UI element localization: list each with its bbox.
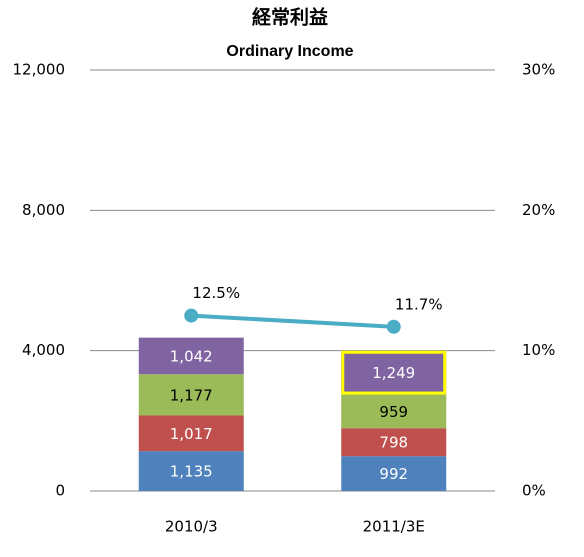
y-tick-label: 12,000 bbox=[13, 61, 66, 79]
bar-segment bbox=[341, 394, 447, 429]
bar-segment bbox=[138, 374, 244, 416]
bar-value-label: 1,042 bbox=[170, 347, 213, 365]
x-tick-label: 2010/3 bbox=[165, 518, 218, 536]
bar-value-label: 959 bbox=[379, 403, 408, 421]
y-tick-label: 8,000 bbox=[22, 201, 65, 219]
bar-value-label: 1,017 bbox=[170, 425, 213, 443]
bar-segment bbox=[138, 337, 244, 375]
y-tick-label: 0 bbox=[55, 482, 65, 500]
bar-value-label: 1,177 bbox=[170, 386, 213, 404]
y2-tick-label: 0% bbox=[522, 482, 546, 500]
bar-value-label: 1,249 bbox=[372, 364, 415, 382]
bar-segment bbox=[341, 428, 447, 457]
y2-tick-label: 30% bbox=[522, 61, 555, 79]
bar-value-label: 992 bbox=[379, 465, 408, 483]
bar-segment bbox=[138, 451, 244, 491]
x-tick-label: 2011/3E bbox=[363, 518, 425, 536]
bar-segment bbox=[341, 456, 447, 491]
line-value-label: 12.5% bbox=[192, 284, 240, 302]
bar-segment bbox=[138, 415, 244, 452]
line-value-label: 11.7% bbox=[395, 295, 443, 313]
y-tick-label: 4,000 bbox=[22, 341, 65, 359]
highlight-box bbox=[341, 350, 447, 395]
y2-tick-label: 10% bbox=[522, 341, 555, 359]
line bbox=[191, 313, 394, 329]
y2-tick-label: 20% bbox=[522, 201, 555, 219]
bar-segment bbox=[341, 350, 447, 395]
bar-value-label: 1,135 bbox=[170, 463, 213, 481]
line-point bbox=[386, 319, 401, 334]
bar-value-label: 798 bbox=[379, 434, 408, 452]
line-point bbox=[184, 308, 199, 323]
chart-title: 経常利益 bbox=[252, 6, 328, 29]
chart-subtitle: Ordinary Income bbox=[226, 43, 353, 60]
